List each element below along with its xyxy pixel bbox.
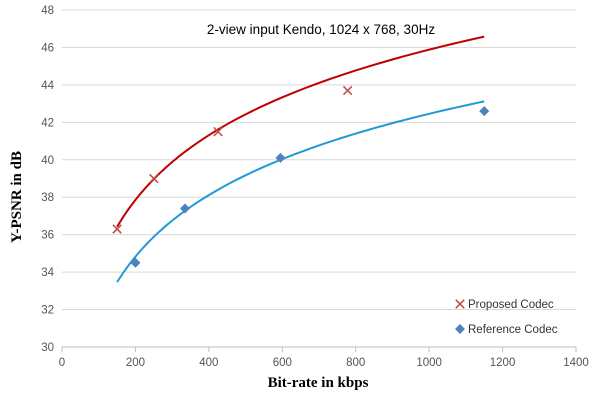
x-tick-label-1000: 1000 <box>416 357 442 369</box>
data-point-s1-3 <box>479 106 490 117</box>
y-tick-label-46: 46 <box>41 42 54 54</box>
trendlines <box>116 35 485 283</box>
data-point-s0-3 <box>342 85 353 96</box>
x-tick-label-1200: 1200 <box>490 357 516 369</box>
x-tick-label-600: 600 <box>273 357 292 369</box>
y-tick-label-40: 40 <box>41 155 54 167</box>
x-tick-label-0: 0 <box>59 357 65 369</box>
data-point-s0-2 <box>213 126 223 137</box>
y-tick-label-32: 32 <box>41 305 54 317</box>
data-point-s0-3-stroke-1 <box>342 85 353 96</box>
data-point-s0-1 <box>149 173 159 184</box>
x-tick-label-400: 400 <box>199 357 218 369</box>
data-point-s0-2-stroke-1 <box>213 126 223 137</box>
trendline-1 <box>116 100 485 283</box>
y-tick-labels: 30 32 34 36 38 40 42 44 46 48 <box>41 5 54 354</box>
y-tick-label-48: 48 <box>41 5 54 17</box>
y-axis-title: Y-PSNR in dB <box>9 151 25 243</box>
chart-title: 2-view input Kendo, 1024 x 768, 30Hz <box>207 22 435 37</box>
x-axis-title: Bit-rate in kbps <box>268 375 369 391</box>
y-tick-label-34: 34 <box>41 267 54 279</box>
legend-symbol-proposed-codec <box>455 299 465 309</box>
y-tick-label-38: 38 <box>41 192 54 204</box>
legend-symbol-proposed-codec-stroke-1 <box>455 299 465 309</box>
markers <box>112 85 490 268</box>
trendline-0 <box>116 35 485 228</box>
x-tick-label-800: 800 <box>346 357 365 369</box>
x-tick-label-200: 200 <box>126 357 145 369</box>
y-tick-label-36: 36 <box>41 230 54 242</box>
legend-label-reference-codec: Reference Codec <box>468 324 558 336</box>
legend-marker-proposed-codec <box>455 299 465 309</box>
y-tick-label-42: 42 <box>41 117 54 129</box>
y-tick-label-44: 44 <box>41 80 54 92</box>
x-tick-labels: 0 200 400 600 800 1000 1200 1400 <box>59 357 589 369</box>
y-tick-label-30: 30 <box>41 342 54 354</box>
data-point-s1-2 <box>275 152 286 163</box>
data-point-s0-1-stroke-1 <box>149 173 159 184</box>
legend: Proposed Codec Reference Codec <box>455 299 558 336</box>
gridlines <box>62 9 576 311</box>
axes <box>61 346 577 352</box>
legend-label-proposed-codec: Proposed Codec <box>468 299 554 311</box>
legend-symbol-reference-codec <box>455 324 465 334</box>
legend-marker-reference-codec <box>455 324 465 334</box>
data-point-s1-1 <box>179 203 190 214</box>
data-point-s0-0-stroke-1 <box>112 224 122 234</box>
data-point-s0-0 <box>112 224 122 234</box>
data-point-s1-0 <box>130 257 141 268</box>
x-tick-label-1400: 1400 <box>563 357 589 369</box>
